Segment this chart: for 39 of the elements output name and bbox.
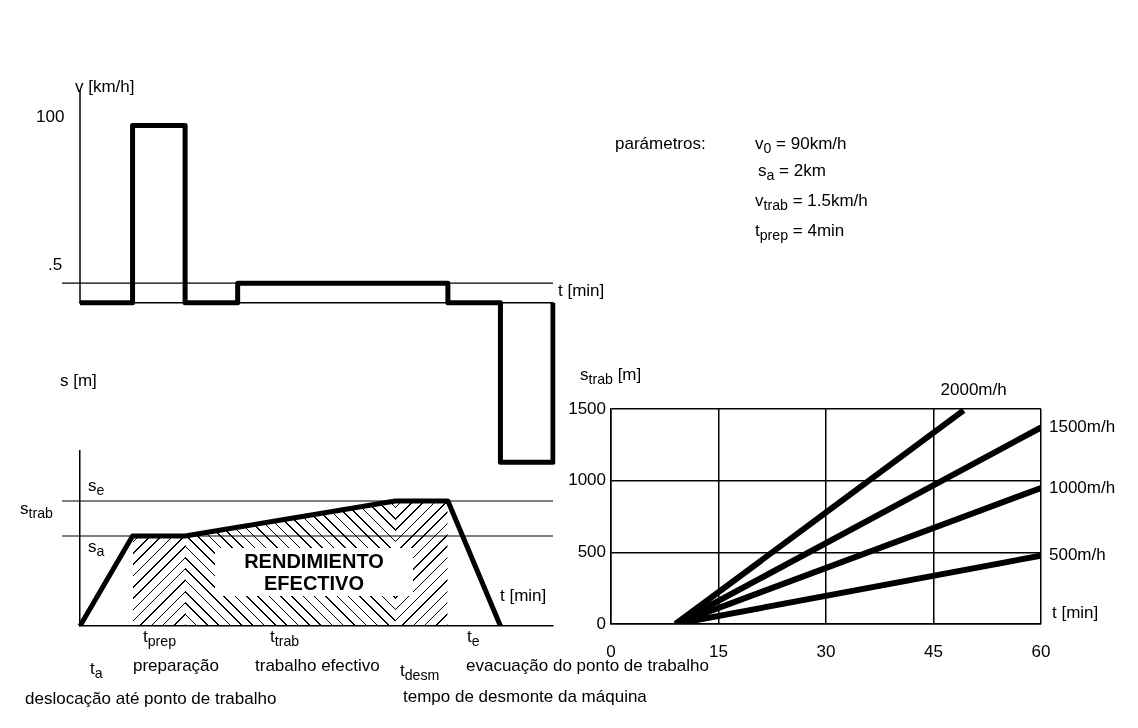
y-tick-label: 0 xyxy=(596,613,606,633)
x-axis-title: t [min] xyxy=(558,281,605,301)
text: trabalho efectivo xyxy=(255,656,380,676)
series-label: 1500m/h xyxy=(1049,417,1116,437)
y-axis-title: v [km/h] xyxy=(75,77,135,97)
x-axis-title: t [min] xyxy=(1052,603,1099,623)
text: 100 xyxy=(36,107,65,127)
y-tick-label: 500 xyxy=(577,542,606,562)
x-tick-label: 60 xyxy=(1031,641,1051,661)
x-tick-label: 45 xyxy=(924,641,943,661)
text: t$_{prep}$ xyxy=(143,627,177,650)
y-tick-label: 1500 xyxy=(568,398,606,418)
text: tempo de desmonte da máquina xyxy=(403,687,647,707)
x-axis-title: t [min] xyxy=(500,586,547,606)
series-label: 500m/h xyxy=(1049,545,1106,565)
annotation: RENDIMIENTO EFECTIVO xyxy=(215,548,413,596)
text: t$_{prep}$ = 4min xyxy=(755,221,845,244)
series-label: 1000m/h xyxy=(1049,477,1116,497)
text: deslocação até ponto de trabalho xyxy=(25,689,277,709)
text: parámetros: xyxy=(615,134,706,154)
y-axis-title: s$_{trab}$ [m] xyxy=(580,365,642,388)
text: .5 xyxy=(48,255,63,275)
text: preparação xyxy=(133,656,220,676)
ref-line-label: s$_{a}$ xyxy=(88,537,105,560)
text: s$_{a}$ = 2km xyxy=(758,161,826,184)
x-tick-label: 15 xyxy=(709,641,728,661)
ref-line-label: s$_{e}$ xyxy=(88,476,105,499)
text: t$_{a}$ xyxy=(90,659,103,682)
x-tick-label: 30 xyxy=(816,641,836,661)
text: v$_{0}$ = 90km/h xyxy=(755,134,847,157)
text: t$_{desm}$ xyxy=(400,661,440,684)
y-axis-title: s [m] xyxy=(60,371,97,391)
text: t$_{e}$ xyxy=(467,627,480,650)
text: s$_{trab}$ xyxy=(20,499,53,522)
text: t$_{trab}$ xyxy=(270,627,300,650)
text: evacuação do ponto de trabalho xyxy=(466,656,709,676)
series-label: 2000m/h xyxy=(940,379,1007,399)
y-tick-label: 1000 xyxy=(568,470,606,490)
text: v$_{trab}$ = 1.5km/h xyxy=(755,191,868,214)
